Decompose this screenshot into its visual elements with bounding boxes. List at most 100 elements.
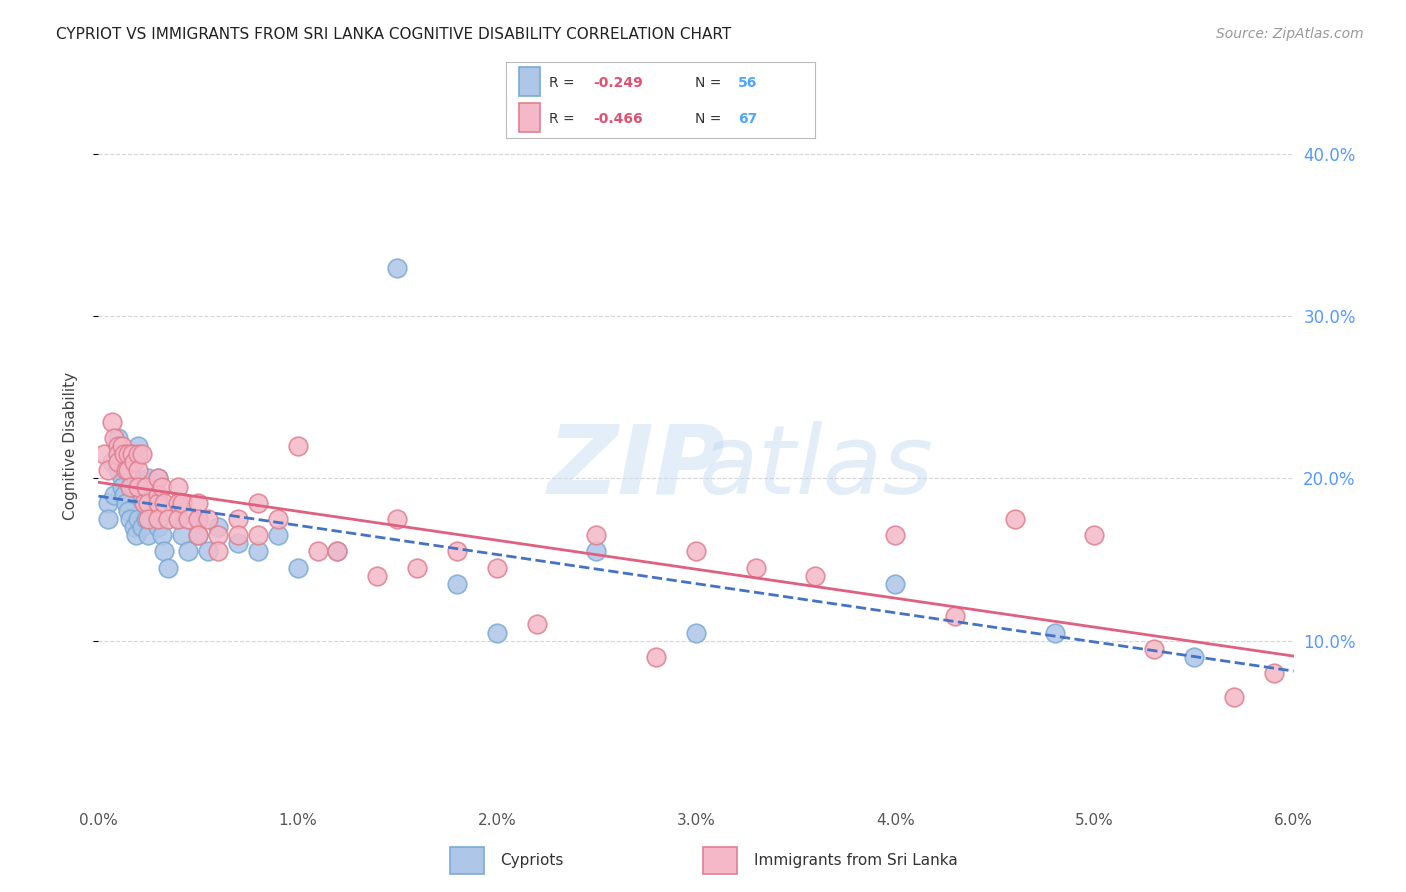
Point — [226, 536, 249, 550]
Point — [246, 528, 269, 542]
Point — [526, 617, 548, 632]
FancyBboxPatch shape — [450, 847, 484, 874]
Point — [485, 625, 508, 640]
Point — [167, 479, 190, 493]
Text: ZIP: ZIP — [547, 421, 725, 514]
Point — [177, 512, 200, 526]
Point — [167, 512, 190, 526]
Text: Source: ZipAtlas.com: Source: ZipAtlas.com — [1216, 27, 1364, 41]
Point — [135, 479, 157, 493]
Point — [153, 544, 176, 558]
FancyBboxPatch shape — [703, 847, 737, 874]
Point — [127, 512, 149, 526]
Text: N =: N = — [695, 112, 725, 126]
Point — [135, 512, 157, 526]
Point — [136, 471, 159, 485]
Point — [326, 544, 349, 558]
Text: -0.466: -0.466 — [593, 112, 643, 126]
Point — [107, 431, 129, 445]
Point — [107, 463, 129, 477]
Point — [207, 544, 229, 558]
Point — [187, 496, 209, 510]
Point — [115, 463, 138, 477]
Point — [685, 544, 707, 558]
Point — [148, 512, 170, 526]
Point — [121, 471, 143, 485]
Point — [943, 609, 966, 624]
Point — [197, 512, 219, 526]
FancyBboxPatch shape — [519, 67, 540, 95]
Point — [148, 496, 170, 510]
Point — [127, 439, 149, 453]
Point — [1263, 666, 1285, 681]
Point — [585, 528, 607, 542]
Point — [1182, 649, 1205, 664]
Point — [1223, 690, 1246, 705]
Point — [148, 520, 170, 534]
Point — [167, 496, 190, 510]
Point — [287, 560, 309, 574]
Point — [153, 496, 176, 510]
Point — [485, 560, 508, 574]
Point — [120, 479, 142, 493]
Point — [177, 544, 200, 558]
Point — [136, 528, 159, 542]
Point — [167, 512, 190, 526]
Point — [187, 528, 209, 542]
Text: CYPRIOT VS IMMIGRANTS FROM SRI LANKA COGNITIVE DISABILITY CORRELATION CHART: CYPRIOT VS IMMIGRANTS FROM SRI LANKA COG… — [56, 27, 731, 42]
Point — [172, 496, 194, 510]
Point — [207, 528, 229, 542]
Text: 56: 56 — [738, 76, 758, 89]
Point — [1083, 528, 1105, 542]
Point — [148, 471, 170, 485]
Point — [111, 471, 134, 485]
Text: 67: 67 — [738, 112, 758, 126]
Point — [103, 431, 125, 445]
Point — [97, 496, 120, 510]
Point — [134, 496, 156, 510]
Point — [326, 544, 349, 558]
Point — [150, 479, 173, 493]
Point — [101, 415, 124, 429]
Text: Immigrants from Sri Lanka: Immigrants from Sri Lanka — [754, 854, 957, 868]
Text: -0.249: -0.249 — [593, 76, 643, 89]
Point — [136, 496, 159, 510]
Point — [101, 455, 124, 469]
Point — [187, 528, 209, 542]
Point — [197, 544, 219, 558]
Point — [267, 512, 290, 526]
Point — [131, 488, 153, 502]
Point — [246, 544, 269, 558]
Point — [157, 560, 180, 574]
Point — [136, 512, 159, 526]
Point — [120, 463, 142, 477]
Point — [207, 520, 229, 534]
Point — [804, 568, 827, 582]
Point — [150, 528, 173, 542]
Point — [107, 455, 129, 469]
Point — [112, 488, 135, 502]
Point — [107, 447, 129, 461]
Point — [97, 463, 120, 477]
Point — [131, 447, 153, 461]
Point — [127, 463, 149, 477]
Point — [117, 447, 139, 461]
Point — [246, 496, 269, 510]
Point — [111, 439, 134, 453]
Point — [446, 577, 468, 591]
Point — [226, 528, 249, 542]
Point — [134, 496, 156, 510]
Point — [107, 455, 129, 469]
Point — [267, 528, 290, 542]
Point — [226, 512, 249, 526]
Point — [884, 528, 907, 542]
Point — [187, 512, 209, 526]
Point — [127, 447, 149, 461]
Text: atlas: atlas — [697, 421, 934, 514]
Point — [97, 512, 120, 526]
Point — [172, 528, 194, 542]
Point — [148, 488, 170, 502]
Point — [121, 447, 143, 461]
Point — [187, 512, 209, 526]
Point — [366, 568, 388, 582]
